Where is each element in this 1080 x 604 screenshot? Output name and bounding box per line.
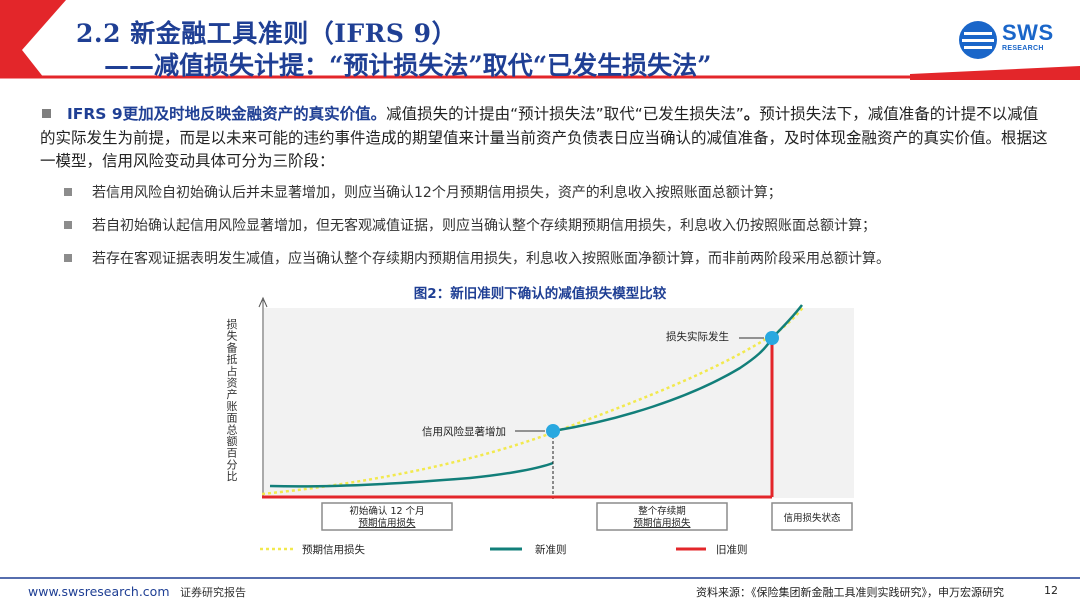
page-subtitle: ——减值损失计提：“预计损失法”取代“已发生损失法” (104, 51, 712, 80)
stage1-label-line2: 预期信用损失 (358, 517, 416, 529)
y-axis-arrow-icon (258, 296, 268, 308)
footer-source: 资料来源：《保险集团新金融工具准则实践研究》，申万宏源研究 (696, 586, 1004, 599)
stage3-label: 信用损失状态 (783, 512, 841, 524)
stage2-box (596, 502, 728, 531)
intro-lead: IFRS 9更加及时地反映金融资产的真实价值。 (67, 105, 387, 123)
stage-bullet-text: 若存在客观证据表明发生减值，应当确认整个存续期内预期信用损失，利息收入按照账面净… (92, 251, 890, 267)
risk-increase-point (546, 424, 560, 438)
legend-new-label: 新准则 (535, 543, 567, 556)
sws-logo: SWS RESEARCH (958, 20, 1062, 60)
intro-text-b: 预计损失法下，减值准备的计提不以减值的实际发生为前提，而是以未来可能的违约事件造… (40, 105, 1048, 170)
stage2-label-line2: 预期信用损失 (633, 517, 691, 529)
legend-old-label: 旧准则 (716, 543, 748, 556)
legend-expected-label: 预期信用损失 (302, 543, 365, 556)
figure-title: 图2：新旧准则下确认的减值损失模型比较 (413, 286, 667, 302)
stage1-label-line1: 初始确认 12 个月 (349, 505, 424, 517)
stage-bullet: 若自初始确认起信用风险显著增加，但无客观减值证据，则应当确认整个存续期预期信用损… (64, 215, 876, 235)
stage-bullet: 若信用风险自初始确认后并未显著增加，则应当确认12个月预期信用损失，资产的利息收… (64, 182, 782, 202)
footer-rule (0, 577, 1080, 579)
bullet-square-icon (64, 254, 72, 262)
intro-bold-end: 。 (743, 105, 760, 123)
risk-increase-annotation: 信用风险显著增加 (422, 425, 506, 438)
header-decoration (0, 0, 1080, 80)
loss-occurred-point (765, 331, 779, 345)
intro-paragraph: IFRS 9更加及时地反映金融资产的真实价值。减值损失的计提由“预计损失法”取代… (40, 103, 1050, 174)
logo-subtext: RESEARCH (1002, 45, 1044, 52)
stage-bullet-text: 若自初始确认起信用风险显著增加，但无客观减值证据，则应当确认整个存续期预期信用损… (92, 218, 876, 234)
bullet-square-icon (64, 188, 72, 196)
intro-text-a: 减值损失的计提由“预计损失法”取代“已发生损失法” (386, 105, 744, 123)
page-number: 12 (1044, 584, 1058, 597)
logo-mark-icon (959, 21, 997, 59)
footer-url-link[interactable]: www.swsresearch.com (28, 584, 170, 599)
bullet-square-icon (64, 221, 72, 229)
stage-bullet-text: 若信用风险自初始确认后并未显著增加，则应当确认12个月预期信用损失，资产的利息收… (92, 185, 782, 201)
loss-occurred-annotation: 损失实际发生 (666, 330, 729, 343)
bullet-square-icon (42, 109, 51, 118)
y-axis-label: 损失备抵占资产账面总额百分比 (227, 317, 238, 483)
new-standard-line-stage2 (552, 304, 803, 433)
new-standard-line-stage1 (269, 461, 554, 488)
stage1-box (321, 502, 453, 531)
stage3-box (771, 502, 853, 531)
stage-bullet: 若存在客观证据表明发生减值，应当确认整个存续期内预期信用损失，利息收入按照账面净… (64, 248, 890, 268)
footer-doc-type: 证券研究报告 (180, 586, 246, 599)
plot-background (264, 308, 854, 498)
page-title: 2.2 新金融工具准则（IFRS 9） (76, 19, 458, 48)
logo-text: SWS (1002, 20, 1054, 45)
stage2-label-line1: 整个存续期 (638, 505, 686, 517)
